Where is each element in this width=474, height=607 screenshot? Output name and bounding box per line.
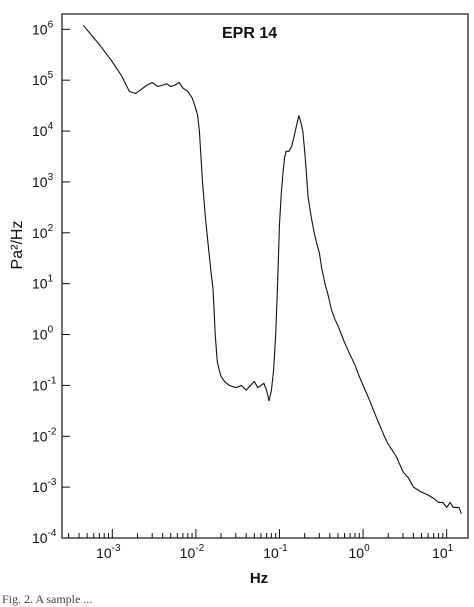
x-tick-label: 10-1 xyxy=(263,543,288,561)
y-tick-label: 100 xyxy=(32,325,54,343)
x-tick-label: 10-3 xyxy=(96,543,121,561)
figure-caption: Fig. 2. A sample ... xyxy=(2,592,93,606)
y-tick-label: 10-1 xyxy=(32,375,57,393)
y-tick-label: 106 xyxy=(32,19,54,37)
x-axis: 10-3 10-2 10-1 100 101 xyxy=(68,529,454,561)
x-tick-label: 100 xyxy=(349,543,371,561)
y-tick-label: 10-2 xyxy=(32,426,57,444)
chart-title: EPR 14 xyxy=(222,25,277,42)
y-tick-label: 10-3 xyxy=(32,477,57,495)
y-tick-label: 105 xyxy=(32,70,54,88)
x-axis-label: Hz xyxy=(250,570,268,587)
y-tick-label: 102 xyxy=(32,223,54,241)
plot-frame xyxy=(61,13,469,539)
y-axis: 106 105 104 103 102 101 100 10-1 10-2 10-3 10-4 xyxy=(32,19,70,546)
y-tick-label: 101 xyxy=(32,274,54,292)
y-axis-label: Pa²/Hz xyxy=(9,221,26,270)
y-tick-label: 103 xyxy=(32,172,54,190)
x-tick-label: 101 xyxy=(432,543,454,561)
x-tick-label: 10-2 xyxy=(180,543,205,561)
y-tick-label: 10-4 xyxy=(32,528,57,546)
spectrum-line xyxy=(82,24,462,514)
y-tick-label: 104 xyxy=(32,121,54,139)
